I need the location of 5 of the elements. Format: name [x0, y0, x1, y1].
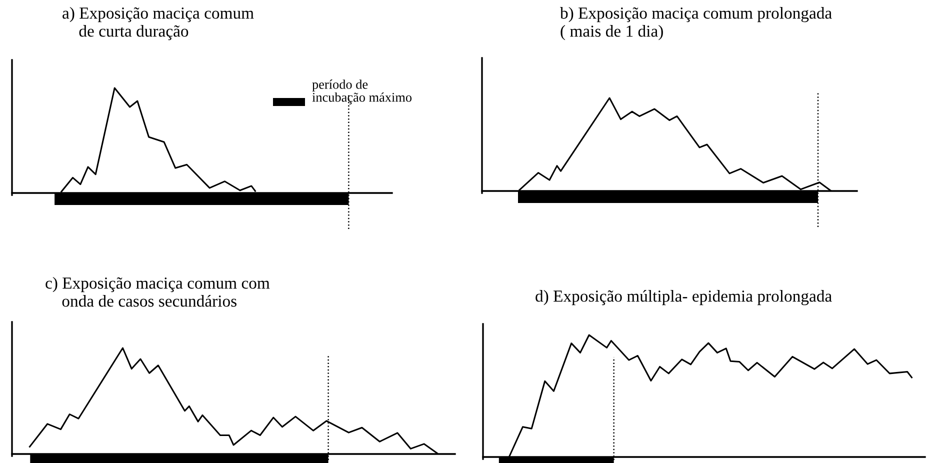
chart-title: a) Exposição maciça comum de curta duração	[62, 7, 254, 40]
chart-title: b) Exposição maciça comum prolongada ( mais de 1 dia)	[560, 7, 832, 40]
chart-title: d) Exposição múltipla- epidemia prolongada	[536, 290, 832, 306]
annotation: período de incubação máximo	[312, 80, 412, 104]
chart-title: c) Exposição maciça comum com onda de casos secundários	[46, 277, 270, 307]
